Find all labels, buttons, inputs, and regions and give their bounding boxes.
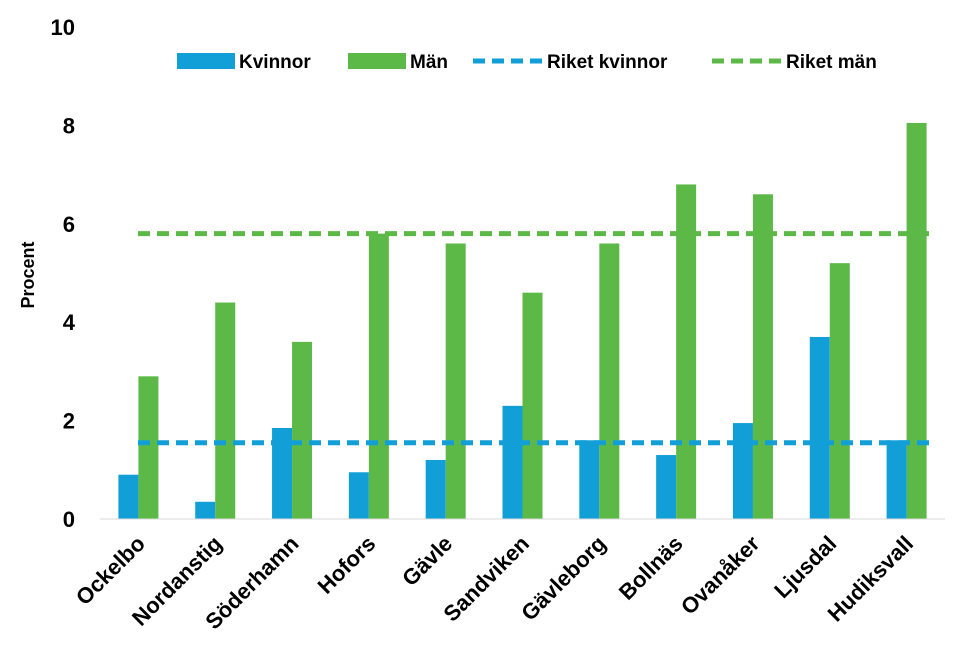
bar-m-n-0 — [138, 376, 159, 519]
y-tick-label: 6 — [63, 212, 75, 237]
category-label: Bollnäs — [614, 531, 688, 605]
category-label: Ljusdal — [769, 531, 841, 603]
bar-m-n-9 — [829, 263, 850, 519]
legend-label: Män — [410, 52, 448, 73]
bar-m-n-7 — [676, 184, 697, 519]
bar-m-n-4 — [445, 243, 466, 520]
bar-kvinnor-8 — [732, 423, 753, 519]
bar-kvinnor-6 — [579, 440, 600, 519]
bar-kvinnor-5 — [502, 405, 523, 519]
legend-label: Riket män — [786, 52, 877, 73]
bar-m-n-6 — [599, 243, 620, 520]
bars — [118, 122, 927, 520]
category-label: Ovanåker — [676, 531, 765, 620]
y-axis-title: Procent — [18, 241, 38, 308]
category-label: Hofors — [313, 531, 381, 599]
y-tick-label: 2 — [63, 409, 75, 434]
category-label: Gävle — [397, 531, 457, 591]
bar-kvinnor-7 — [656, 455, 677, 519]
y-axis-ticks: 0 2 4 6 8 10 — [51, 15, 76, 532]
bar-kvinnor-4 — [425, 459, 446, 519]
category-label: Ockelbo — [71, 531, 150, 610]
bar-m-n-5 — [522, 292, 543, 519]
bar-kvinnor-2 — [272, 427, 293, 519]
bar-m-n-10 — [906, 122, 927, 519]
bar-kvinnor-10 — [886, 440, 907, 519]
bar-m-n-1 — [215, 302, 236, 519]
y-tick-label: 4 — [63, 310, 76, 335]
bar-m-n-3 — [368, 233, 389, 519]
legend-label: Riket kvinnor — [547, 52, 668, 73]
bar-kvinnor-9 — [809, 336, 830, 519]
bar-kvinnor-3 — [348, 472, 369, 519]
bar-m-n-8 — [752, 194, 773, 519]
bar-m-n-2 — [292, 341, 313, 519]
y-tick-label: 0 — [63, 507, 75, 532]
bar-kvinnor-1 — [195, 501, 216, 519]
y-tick-label: 8 — [63, 113, 75, 138]
legend-label: Kvinnor — [239, 52, 311, 73]
bar-kvinnor-0 — [118, 474, 139, 519]
y-tick-label: 10 — [51, 15, 75, 40]
legend: Kvinnor Män Riket kvinnor Riket män — [177, 52, 877, 73]
legend-swatch — [348, 53, 406, 69]
legend-swatch — [177, 53, 235, 69]
